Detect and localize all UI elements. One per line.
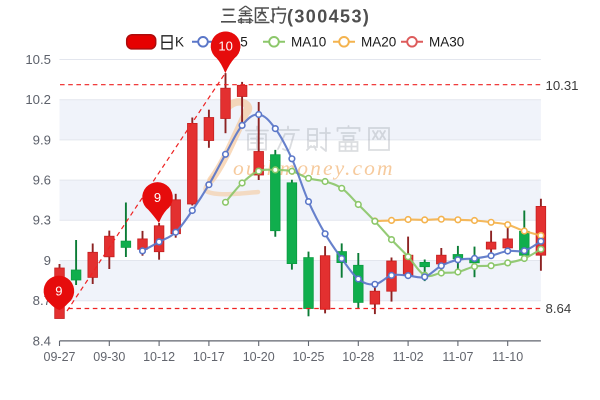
svg-text:9: 9: [55, 283, 62, 298]
svg-text:09-30: 09-30: [93, 350, 125, 364]
svg-text:11-02: 11-02: [393, 350, 424, 364]
svg-text:10-28: 10-28: [342, 350, 374, 364]
svg-text:10.2: 10.2: [25, 92, 51, 107]
svg-text:10.31: 10.31: [546, 78, 579, 93]
svg-text:10-20: 10-20: [243, 350, 275, 364]
svg-text:K: K: [175, 35, 184, 50]
svg-text:10.5: 10.5: [25, 52, 51, 67]
svg-text:10-12: 10-12: [143, 350, 175, 364]
svg-text:MA20: MA20: [361, 35, 396, 50]
svg-text:(300453): (300453): [287, 7, 370, 27]
svg-text:9: 9: [154, 190, 161, 205]
svg-text:8.4: 8.4: [33, 333, 51, 348]
svg-text:10: 10: [218, 39, 232, 54]
svg-text:9: 9: [44, 253, 51, 268]
svg-text:10-25: 10-25: [293, 350, 325, 364]
svg-text:11-10: 11-10: [492, 350, 523, 364]
svg-text:9.6: 9.6: [33, 173, 51, 188]
svg-text:9.3: 9.3: [33, 213, 51, 228]
svg-text:MA30: MA30: [429, 35, 464, 50]
svg-text:MA10: MA10: [291, 35, 326, 50]
svg-text:9.9: 9.9: [33, 132, 51, 147]
svg-text:11-07: 11-07: [442, 350, 473, 364]
svg-text:10-17: 10-17: [193, 350, 225, 364]
svg-text:8.64: 8.64: [546, 301, 572, 316]
svg-text:09-27: 09-27: [44, 350, 76, 364]
